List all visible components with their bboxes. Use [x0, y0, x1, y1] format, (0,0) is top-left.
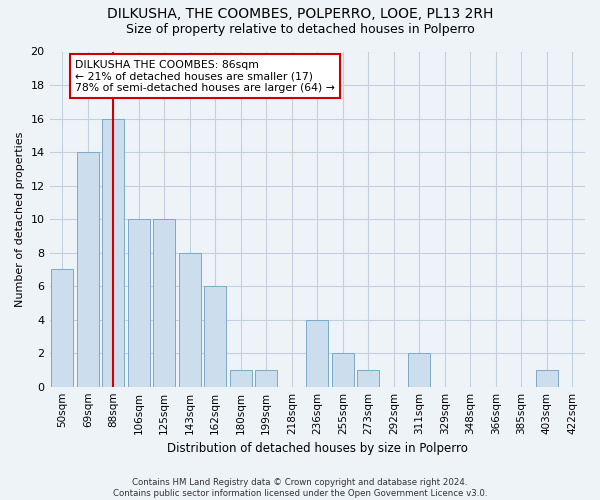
Bar — [358, 370, 379, 386]
Bar — [332, 353, 353, 386]
Bar — [179, 252, 200, 386]
Bar — [205, 286, 226, 386]
Bar — [230, 370, 251, 386]
Text: Size of property relative to detached houses in Polperro: Size of property relative to detached ho… — [125, 22, 475, 36]
Bar — [103, 118, 124, 386]
Bar — [128, 219, 149, 386]
Text: DILKUSHA, THE COOMBES, POLPERRO, LOOE, PL13 2RH: DILKUSHA, THE COOMBES, POLPERRO, LOOE, P… — [107, 8, 493, 22]
Bar — [536, 370, 557, 386]
Y-axis label: Number of detached properties: Number of detached properties — [15, 132, 25, 307]
Text: Contains HM Land Registry data © Crown copyright and database right 2024.
Contai: Contains HM Land Registry data © Crown c… — [113, 478, 487, 498]
Bar — [52, 270, 73, 386]
X-axis label: Distribution of detached houses by size in Polperro: Distribution of detached houses by size … — [167, 442, 468, 455]
Bar — [154, 219, 175, 386]
Bar — [409, 353, 430, 386]
Bar — [256, 370, 277, 386]
Text: DILKUSHA THE COOMBES: 86sqm
← 21% of detached houses are smaller (17)
78% of sem: DILKUSHA THE COOMBES: 86sqm ← 21% of det… — [75, 60, 335, 93]
Bar — [307, 320, 328, 386]
Bar — [77, 152, 98, 386]
